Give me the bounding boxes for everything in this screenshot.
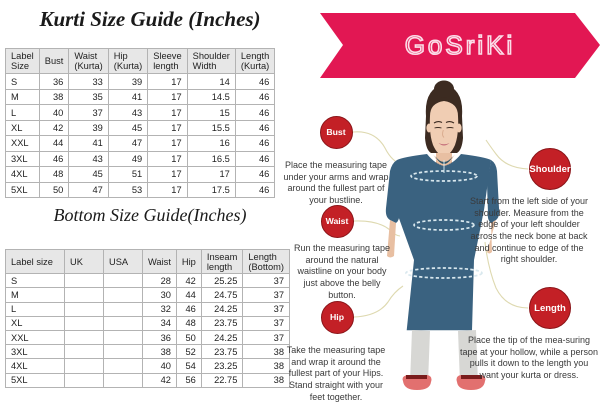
svg-text:GoSriKi: GoSriKi [405, 30, 516, 60]
